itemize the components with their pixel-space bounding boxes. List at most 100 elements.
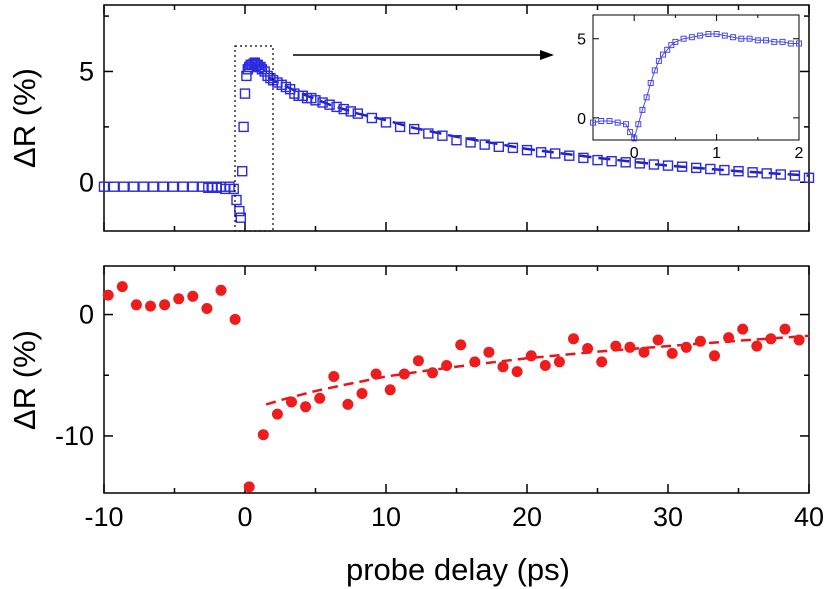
- bottom-data-point: [694, 335, 706, 347]
- inset-data-point: [721, 32, 728, 39]
- top-data-point: [366, 112, 378, 124]
- top-data-point: [231, 194, 242, 206]
- inset-data-marks: [590, 31, 802, 142]
- top-data-point: [394, 121, 406, 133]
- inset-data-point: [598, 118, 605, 124]
- top-data-point: [550, 148, 561, 159]
- top-data-point: [235, 212, 247, 223]
- bottom-axes-frame: [103, 265, 810, 494]
- bottom-data-point: [582, 343, 594, 354]
- top-data-marks: [98, 57, 815, 223]
- inset-background: [593, 15, 799, 140]
- bottom-data-point: [215, 284, 227, 296]
- zoom-arrow-head: [540, 50, 554, 60]
- top-data-point: [324, 99, 335, 110]
- bottom-data-point: [130, 299, 142, 311]
- bottom-data-point: [187, 290, 199, 302]
- y-tick-label: 0: [79, 167, 94, 197]
- top-y-axis-label: ΔR (%): [7, 68, 42, 168]
- top-data-point: [187, 181, 199, 192]
- bottom-data-point: [638, 346, 650, 358]
- inset-ticks: 0 1 2 0 5: [577, 15, 804, 162]
- bottom-data-point: [300, 401, 312, 413]
- bottom-data-point: [314, 392, 326, 404]
- inset-data-point: [590, 119, 596, 126]
- bottom-data-point: [257, 429, 269, 441]
- top-data-point: [239, 88, 251, 99]
- inset-x-tick-label: 0: [630, 145, 639, 162]
- inset-data-point: [627, 129, 634, 136]
- bottom-data-point: [342, 398, 354, 410]
- inset-data-point: [655, 57, 662, 64]
- inset-data-point: [688, 34, 695, 41]
- inset-data-point: [606, 118, 613, 124]
- top-data-point: [108, 181, 120, 192]
- top-data-point: [465, 137, 476, 148]
- inset-data-point: [614, 119, 621, 126]
- top-data-point: [564, 150, 575, 161]
- top-data-point: [507, 142, 519, 154]
- bottom-data-point: [412, 355, 424, 367]
- top-data-point: [521, 144, 533, 156]
- bottom-data-point: [723, 332, 735, 344]
- x-tick-label: 40: [794, 502, 824, 532]
- zoom-region-box: [234, 45, 274, 232]
- inset-x-tick-label: 2: [795, 145, 804, 162]
- top-data-point: [437, 130, 448, 141]
- bottom-data-point: [455, 339, 467, 351]
- top-data-point: [676, 161, 688, 172]
- inset-data-point: [763, 37, 769, 44]
- bottom-data-point: [680, 341, 692, 353]
- bottom-data-point: [398, 368, 410, 380]
- top-data-point: [157, 181, 169, 192]
- inset-x-tick-label: 1: [712, 145, 721, 162]
- top-data-point: [747, 167, 758, 178]
- y-tick-label: 5: [79, 56, 94, 86]
- inset-data-point: [796, 40, 802, 47]
- top-data-point: [761, 168, 772, 179]
- inset-data-point: [647, 80, 654, 86]
- top-ticks: 05: [79, 5, 810, 231]
- inset-data-point: [787, 40, 794, 47]
- top-data-point: [409, 123, 420, 135]
- bottom-data-point: [666, 347, 678, 359]
- inset-panel: 0 1 2 0 5: [577, 14, 804, 162]
- bottom-data-point: [271, 408, 283, 420]
- top-data-point: [128, 181, 139, 192]
- top-panel: 05 ΔR (%): [7, 4, 815, 232]
- bottom-data-point: [356, 388, 368, 399]
- bottom-data-point: [596, 356, 608, 368]
- bottom-data-point: [229, 313, 241, 325]
- y-tick-label: -10: [55, 421, 94, 451]
- bottom-data-point: [709, 350, 720, 362]
- top-data-point: [705, 163, 716, 175]
- inset-data-point: [643, 94, 650, 101]
- bottom-data-point: [469, 356, 481, 368]
- inset-data-point: [754, 37, 761, 44]
- top-data-point: [719, 164, 730, 176]
- top-data-point: [789, 170, 801, 181]
- top-data-point: [331, 101, 342, 113]
- bottom-data-point: [737, 323, 749, 335]
- bottom-data-point: [370, 368, 382, 380]
- bottom-data-point: [624, 341, 636, 353]
- inset-data-point: [779, 38, 786, 45]
- top-data-point: [138, 181, 149, 192]
- top-data-point: [803, 172, 815, 184]
- top-data-point: [98, 181, 110, 192]
- inset-data-point: [668, 42, 675, 49]
- bottom-data-point: [497, 361, 509, 373]
- bottom-data-point: [779, 323, 791, 335]
- inset-data-point: [664, 46, 671, 53]
- inset-data-point: [680, 35, 687, 42]
- top-data-point: [606, 155, 617, 167]
- top-data-point: [493, 141, 504, 153]
- bottom-data-point: [384, 384, 396, 396]
- inset-data-point: [705, 31, 712, 37]
- top-data-point: [167, 181, 179, 192]
- top-data-point: [352, 108, 363, 119]
- bottom-data-point: [652, 334, 664, 346]
- top-data-point: [451, 134, 462, 146]
- top-data-point: [733, 165, 744, 177]
- inset-data-point: [738, 35, 745, 42]
